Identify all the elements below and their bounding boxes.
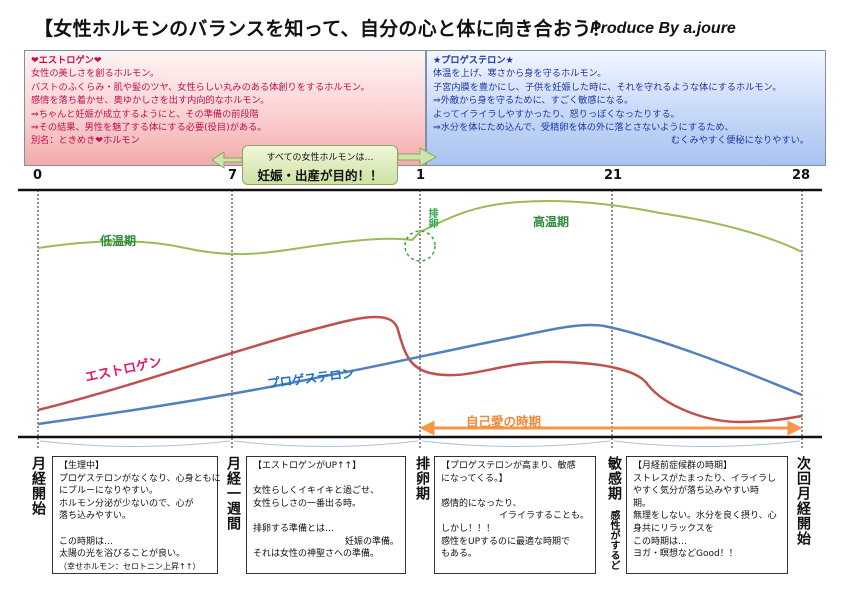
estrogen-line: ⇒ちゃんと妊娠が成立するようにと、その準備の前段階 <box>31 108 259 120</box>
note-line: 感性をUPするのに最適な時期で <box>441 536 571 547</box>
progesterone-curve <box>37 323 803 426</box>
progesterone-line: 体温を上げ、寒さから身を守るホルモン。 <box>433 68 607 80</box>
estrogen-curve <box>37 315 803 424</box>
note-line <box>253 473 399 486</box>
note-line: ホルモン分泌が少ないので、心が <box>59 498 194 509</box>
progesterone-heading: ★プロゲステロン★ <box>433 55 514 66</box>
stage-menstruation-start: 月経開始 <box>30 456 46 516</box>
tick-label: 21 <box>604 168 623 183</box>
note-line <box>441 485 589 498</box>
estrogen-line: 感情を落ち着かせ、奥ゆかしさを出す内向的なホルモン。 <box>31 95 270 107</box>
producer-credit: Produce By a.joure <box>590 20 736 37</box>
note-line: ヨガ・瞑想などGood！！ <box>633 549 738 560</box>
estrogen-heading: ❤エストロゲン❤ <box>31 55 102 66</box>
note-line: 妊娠の準備。 <box>344 536 399 547</box>
progesterone-line: ⇒外敵から身を守るために、すごく敏感になる。 <box>433 95 634 107</box>
tick-label: 1 <box>416 168 426 183</box>
note-line: イライラすることも。 <box>498 511 589 522</box>
note-ovulation: 【プロゲステロンが高まり、敏感 になってくる。】 感情的になったり、 イライラす… <box>434 456 596 574</box>
note-line: 身共にリラックスを <box>633 523 714 534</box>
stage-ovulation: 排卵期 <box>414 456 430 501</box>
note-line: 太陽の光を浴びることが良い。 <box>59 549 186 560</box>
stage-sensitive: 敏感期 <box>606 456 622 501</box>
estrogen-line: バストのふくらみ・肌や髪のツヤ、女性らしい丸みのある体創りをするホルモン。 <box>31 81 370 93</box>
note-heading: 【生理中】 <box>59 461 105 471</box>
estrogen-line: ⇒その結果、男性を魅了する体にする必要(役目)がある。 <box>31 122 267 134</box>
note-line: にブルーになりやすい。 <box>59 486 159 497</box>
progesterone-line: よってイライラしやすかったり、怒りっぽくなったりする。 <box>433 108 680 120</box>
progesterone-info-box: ★プロゲステロン★ 体温を上げ、寒さから身を守るホルモン。 子宮内膜を豊かにし、… <box>426 50 826 166</box>
stage-one-week: 月経一週間 <box>225 456 241 531</box>
progesterone-line: ⇒水分を体にため込んで、受精卵を体の外に落とさないようにするため、 <box>433 122 734 134</box>
note-menstruation: 【生理中】 プロゲステロンがなくなり、心身ともに にブルーになりやすい。 ホルモ… <box>52 456 221 574</box>
low-temp-label: 低温期 <box>100 234 137 248</box>
note-heading: 【エストロゲンがUP↑↑】 <box>253 461 362 471</box>
ovulation-marker <box>404 230 436 262</box>
tick-label: 7 <box>228 168 238 183</box>
temperature-curve <box>37 199 803 256</box>
note-line: 感情的になったり、 <box>441 498 522 509</box>
note-heading: 【月経前症候群の時期】 <box>633 461 733 471</box>
note-heading: 【プロゲステロンが高まり、敏感 <box>441 461 576 471</box>
note-line: 女性らしくイキイキと過ごせ、 <box>253 486 380 497</box>
phase-brackets <box>39 440 801 447</box>
center-note-line2: 妊娠・出産が目的！！ <box>257 168 383 183</box>
center-note-line1: すべての女性ホルモンは… <box>266 153 374 163</box>
progesterone-line: むくみやすく便秘になりやすい。 <box>670 135 809 147</box>
note-line: やすく気分が落ち込みやすい時 <box>633 486 760 497</box>
self-love-label: 自己愛の時期 <box>466 414 542 429</box>
note-pms: 【月経前症候群の時期】 ストレスがたまったり、イライラし やすく気分が落ち込みや… <box>626 456 788 574</box>
stage-sensitive-sub: 感性がするど <box>608 510 619 570</box>
note-line: 期。 <box>633 498 652 509</box>
day-guides <box>37 190 803 450</box>
note-line: （幸せホルモン：セロトニン上昇↑↑） <box>59 561 201 571</box>
note-line: しかし！！！ <box>441 523 496 534</box>
ovulation-label: 排卵 <box>426 208 437 228</box>
note-line <box>253 510 399 523</box>
high-temp-label: 高温期 <box>533 215 570 229</box>
note-line <box>59 523 211 536</box>
note-line: 無理をしない。水分を良く摂り、心 <box>633 511 777 522</box>
note-line: ストレスがたまったり、イライラし <box>633 473 777 484</box>
note-estrogen-up: 【エストロゲンがUP↑↑】 女性らしくイキイキと過ごせ、 女性らしさの一番出る時… <box>246 456 406 574</box>
tick-label: 0 <box>33 168 43 183</box>
note-line: プロゲステロンがなくなり、心身ともに <box>59 473 221 484</box>
note-line: 落ち込みやすい。 <box>59 511 132 522</box>
center-arrows <box>211 147 438 169</box>
note-line: 排卵する準備とは… <box>253 523 335 534</box>
page-title: 【女性ホルモンのバランスを知って、自分の心と体に向き合おう！ <box>34 18 611 40</box>
tick-label: 28 <box>792 168 811 183</box>
estrogen-line: 別名：ときめき❤ホルモン <box>31 135 140 147</box>
center-note: すべての女性ホルモンは… 妊娠・出産が目的！！ <box>242 145 398 185</box>
note-line: もある。 <box>441 549 478 560</box>
progesterone-line: 子宮内膜を豊かにし、子供を妊娠した時に、それを守れるような体にするホルモン。 <box>433 81 782 93</box>
note-line: になってくる。】 <box>441 473 508 484</box>
estrogen-line: 女性の美しさを創るホルモン。 <box>31 68 160 80</box>
note-line: この時期は… <box>633 536 688 547</box>
note-line: それは女性の神聖さへの準備。 <box>253 549 380 560</box>
note-line: この時期は… <box>59 536 114 547</box>
note-line: 女性らしさの一番出る時。 <box>253 498 362 509</box>
stage-next-menstruation: 次回月経開始 <box>795 456 811 546</box>
